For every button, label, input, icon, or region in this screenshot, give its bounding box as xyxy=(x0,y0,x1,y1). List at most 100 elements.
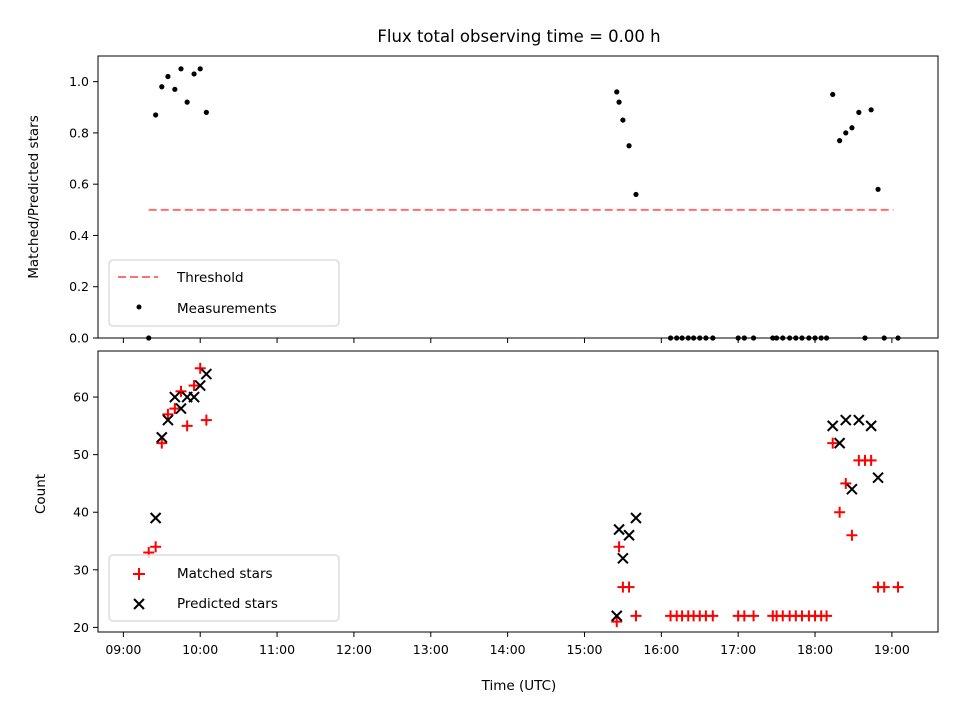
predicted-stars-point xyxy=(188,391,200,403)
measurements-point xyxy=(172,86,178,92)
x-tick-label: 13:00 xyxy=(413,642,449,657)
matched-stars-point xyxy=(188,380,200,392)
predicted-stars-point xyxy=(865,420,877,432)
legend-measurements-label: Measurements xyxy=(177,301,277,317)
measurements-point xyxy=(875,186,881,192)
axes-frame xyxy=(97,55,939,339)
predicted-stars-point xyxy=(846,483,858,495)
y-tick-label: 30 xyxy=(73,562,89,577)
measurements-point xyxy=(849,125,855,131)
y-tick-label: 0.0 xyxy=(69,331,89,346)
matched-stars-point xyxy=(865,454,877,466)
legend-threshold-label: Threshold xyxy=(176,270,244,286)
measurements-point xyxy=(184,99,190,105)
x-axis-label: Time (UTC) xyxy=(481,678,557,694)
y-tick-label: 40 xyxy=(73,505,89,520)
matched-stars-point xyxy=(834,506,846,518)
x-tick-label: 14:00 xyxy=(490,642,526,657)
matched-stars-point xyxy=(623,581,635,593)
predicted-stars-point xyxy=(840,414,852,426)
matched-stars-point xyxy=(748,610,760,622)
predicted-stars-point xyxy=(613,523,625,536)
measurements-point xyxy=(203,109,209,115)
legend-matched-label: Matched stars xyxy=(177,566,273,582)
predicted-stars-point xyxy=(175,402,187,415)
measurements-point xyxy=(159,84,165,90)
legend-matched-swatch xyxy=(133,568,145,580)
x-tick-label: 16:00 xyxy=(643,642,679,657)
x-tick-label: 12:00 xyxy=(336,642,372,657)
axes-frame xyxy=(97,350,939,633)
matched-stars-point xyxy=(613,541,625,553)
matched-stars-point xyxy=(611,616,623,628)
measurements-point xyxy=(178,66,184,72)
matched-stars-point xyxy=(821,610,833,622)
y-tick-label: 1.0 xyxy=(69,74,89,89)
predicted-stars-point xyxy=(194,379,206,392)
measurements-point xyxy=(614,89,620,95)
predicted-stars-point xyxy=(162,414,174,426)
x-tick-label: 10:00 xyxy=(182,642,218,657)
count-legend-box xyxy=(108,554,340,622)
predicted-stars-point xyxy=(623,529,635,541)
ratio-legend: Threshold Measurements xyxy=(108,259,340,327)
predicted-stars-point xyxy=(169,391,181,403)
matched-stars-point xyxy=(175,385,187,397)
count-axes: 20 30 40 50 60 09:00 10:00 11:00 12:00 13:00 14:00… xyxy=(73,350,939,657)
count-legend: Matched stars Predicted stars xyxy=(108,554,340,622)
y-tick-label: 60 xyxy=(73,390,89,405)
measurements-point xyxy=(616,99,622,105)
legend-predicted-swatch xyxy=(133,598,145,610)
matched-stars-point xyxy=(878,581,890,593)
ratio-panel: Flux total observing time = 0.00 h 0.00.… xyxy=(26,27,939,346)
count-y-axis-label: Count xyxy=(33,474,49,514)
matched-stars-point xyxy=(707,610,719,622)
measurements-point xyxy=(165,73,171,80)
x-tick-label: 09:00 xyxy=(105,642,141,657)
measurements-point xyxy=(633,191,639,198)
matched-stars-point xyxy=(738,610,750,622)
ratio-axes: 0.0 0.2 0.4 0.6 0.8 1.0 xyxy=(69,55,939,346)
measurements-point xyxy=(626,143,632,149)
chart-title: Flux total observing time = 0.00 h xyxy=(377,27,660,46)
predicted-stars-point xyxy=(872,471,884,484)
predicted-stars-point xyxy=(833,437,846,449)
matched-stars-point xyxy=(827,437,839,449)
y-tick-label: 0.4 xyxy=(69,228,89,243)
x-tick-label: 11:00 xyxy=(259,642,295,657)
predicted-stars-point xyxy=(617,552,629,565)
ratio-y-axis-label: Matched/Predicted stars xyxy=(26,115,42,278)
measurements-point xyxy=(837,138,843,144)
y-tick-label: 20 xyxy=(73,620,89,635)
y-tick-label: 50 xyxy=(73,447,89,462)
matched-stars-point xyxy=(840,477,852,489)
count-marks xyxy=(143,362,904,628)
predicted-stars-point xyxy=(827,420,839,432)
x-tick-label: 17:00 xyxy=(720,642,756,657)
x-tick-label: 19:00 xyxy=(874,642,910,657)
matched-stars-point xyxy=(181,420,193,432)
x-tick-label: 18:00 xyxy=(797,642,833,657)
legend-measurements-swatch xyxy=(136,304,142,310)
matched-stars-point xyxy=(892,581,904,593)
y-tick-label: 0.6 xyxy=(69,177,89,192)
y-tick-label: 0.8 xyxy=(69,125,89,140)
matched-stars-point xyxy=(162,408,174,420)
legend-predicted-label: Predicted stars xyxy=(177,596,278,612)
measurements-point xyxy=(868,107,874,113)
measurements-point xyxy=(830,91,836,98)
predicted-stars-point xyxy=(156,431,168,444)
matched-stars-point xyxy=(150,541,162,553)
matched-stars-point xyxy=(200,414,212,426)
count-panel: 20 30 40 50 60 09:00 10:00 11:00 12:00 13:00 14:00… xyxy=(33,350,939,694)
y-tick-label: 0.2 xyxy=(69,279,89,294)
predicted-stars-point xyxy=(853,414,865,426)
matched-stars-point xyxy=(846,529,858,541)
measurements-point xyxy=(153,112,159,118)
predicted-stars-point xyxy=(630,512,642,524)
matched-stars-point xyxy=(630,610,642,622)
measurements-point xyxy=(197,66,203,72)
measurements-point xyxy=(191,71,197,77)
matched-stars-point xyxy=(169,403,181,415)
